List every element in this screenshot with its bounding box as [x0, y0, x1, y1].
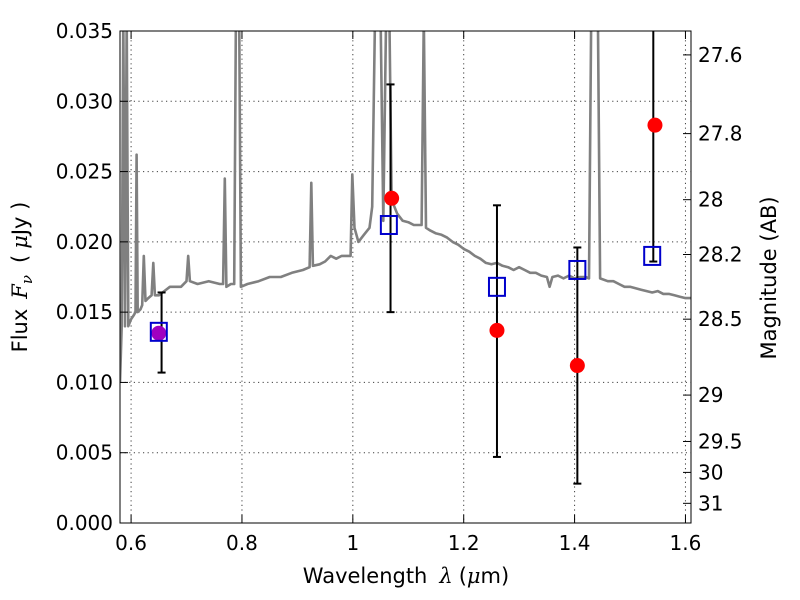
observed-flux-point: [647, 117, 663, 133]
y-tick-label: 0.030: [56, 89, 113, 113]
y-tick-label: 0.025: [56, 160, 113, 184]
y2-tick-label: 28.2: [698, 243, 743, 267]
y-tick-label: 0.020: [56, 230, 113, 254]
y2-tick-label: 29.5: [698, 429, 743, 453]
y2-tick-label: 28.5: [698, 307, 743, 331]
x-tick-label: 1.4: [559, 531, 591, 555]
y2-axis-ticks: 27.6 27.8 28 28.2 28.5 29 29.5 30 31: [683, 43, 743, 515]
y2-tick-label: 28: [698, 188, 723, 212]
y2-axis-title: Magnitude (AB): [757, 196, 781, 359]
x-axis-ticks: 0.6 0.8 1 1.2 1.4 1.6: [115, 31, 701, 555]
y2-tick-label: 27.8: [698, 122, 743, 146]
x-tick-label: 1.2: [448, 531, 480, 555]
observed-flux-point: [151, 325, 167, 341]
observed-flux-point: [384, 190, 400, 206]
plot-area: [120, 31, 691, 383]
error-bars: [149, 31, 663, 485]
model-flux-square: [643, 245, 662, 266]
y2-tick-label: 29: [698, 383, 723, 407]
y2-tick-label: 30: [698, 460, 723, 484]
x-axis-title: Wavelength λ (μm): [303, 564, 509, 588]
y-axis-title: FluxFν(μJy ): [8, 202, 36, 353]
grid-lines: [120, 31, 691, 523]
y-tick-label: 0.015: [56, 300, 113, 324]
observed-flux-point: [569, 358, 585, 374]
x-tick-label: 0.8: [226, 531, 258, 555]
y-tick-label: 0.035: [56, 19, 113, 43]
plot-frame: [119, 30, 692, 524]
y-tick-label: 0.005: [56, 441, 113, 465]
x-tick-label: 1.6: [670, 531, 702, 555]
y-tick-label: 0.010: [56, 370, 113, 394]
model-flux-square: [568, 259, 587, 280]
y2-tick-label: 27.6: [698, 43, 743, 67]
y2-tick-label: 31: [698, 491, 723, 515]
model-flux-square: [487, 276, 506, 297]
y-axis-ticks: 0.000 0.005 0.010 0.015 0.020 0.025 0.030 0.035: [56, 19, 128, 535]
y-tick-label: 0.000: [56, 511, 113, 535]
x-tick-label: 0.6: [115, 531, 147, 555]
model-spectrum-line: [120, 31, 691, 383]
observed-flux-point: [489, 322, 505, 338]
x-tick-label: 1: [346, 531, 359, 555]
model-flux-square: [379, 214, 398, 235]
model-flux-square: [149, 321, 168, 342]
